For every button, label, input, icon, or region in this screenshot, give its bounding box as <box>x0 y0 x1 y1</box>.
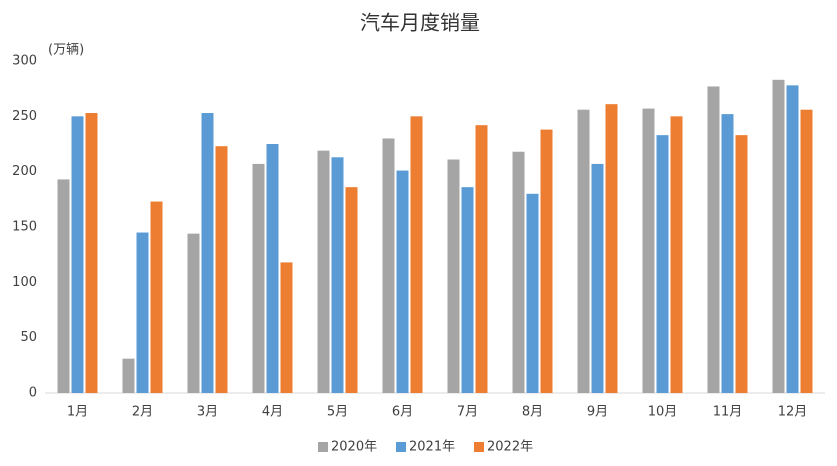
x-tick-label: 8月 <box>522 405 543 420</box>
bar <box>786 85 799 393</box>
bar <box>591 163 604 393</box>
y-tick-label: 300 <box>12 54 37 69</box>
bar <box>57 179 70 393</box>
x-tick-label: 10月 <box>648 405 678 420</box>
bar <box>345 187 358 393</box>
bar <box>201 113 214 393</box>
bar <box>800 109 813 394</box>
bar <box>526 193 539 393</box>
legend-label: 2022年 <box>487 440 533 455</box>
bar <box>85 113 98 393</box>
x-tick-label: 6月 <box>392 405 413 420</box>
y-tick-label: 0 <box>29 386 37 401</box>
legend-label: 2020年 <box>331 440 377 455</box>
x-tick-label: 4月 <box>262 405 283 420</box>
y-tick-label: 100 <box>12 275 37 290</box>
y-axis-label: (万辆) <box>48 43 84 58</box>
legend-swatch <box>318 442 328 452</box>
bar <box>642 108 655 393</box>
bar <box>605 104 618 393</box>
bar <box>71 116 84 393</box>
x-tick-label: 5月 <box>327 405 348 420</box>
bar <box>396 170 409 393</box>
bar <box>735 135 748 393</box>
bar <box>772 79 785 394</box>
bar <box>266 144 279 393</box>
bar <box>280 262 293 393</box>
bar <box>461 187 474 393</box>
chart-title: 汽车月度销量 <box>360 11 480 35</box>
bar <box>721 114 734 394</box>
bar <box>410 116 423 393</box>
legend-swatch <box>474 442 484 452</box>
x-tick-label: 2月 <box>132 405 153 420</box>
bar <box>475 125 488 393</box>
legend-label: 2021年 <box>409 440 455 455</box>
bar <box>150 201 163 393</box>
x-tick-label: 3月 <box>197 405 218 420</box>
x-tick-label: 1月 <box>67 405 88 420</box>
bar <box>122 358 135 393</box>
y-tick-label: 200 <box>12 164 37 179</box>
bar <box>187 233 200 393</box>
bar <box>215 146 228 393</box>
bar <box>331 157 344 393</box>
x-tick-label: 11月 <box>713 405 743 420</box>
y-tick-label: 250 <box>12 109 37 124</box>
bar <box>136 232 149 393</box>
x-tick-label: 9月 <box>587 405 608 420</box>
bar <box>512 151 525 393</box>
bar <box>317 150 330 393</box>
y-tick-label: 50 <box>20 330 37 345</box>
y-tick-label: 150 <box>12 220 37 235</box>
bar <box>540 129 553 393</box>
x-tick-label: 7月 <box>457 405 478 420</box>
bar <box>670 116 683 393</box>
bar <box>447 159 460 393</box>
bar <box>656 135 669 393</box>
bar <box>577 109 590 394</box>
bar <box>252 163 265 393</box>
legend-swatch <box>396 442 406 452</box>
bar <box>707 86 720 393</box>
x-tick-label: 12月 <box>778 405 808 420</box>
bar <box>382 138 395 393</box>
